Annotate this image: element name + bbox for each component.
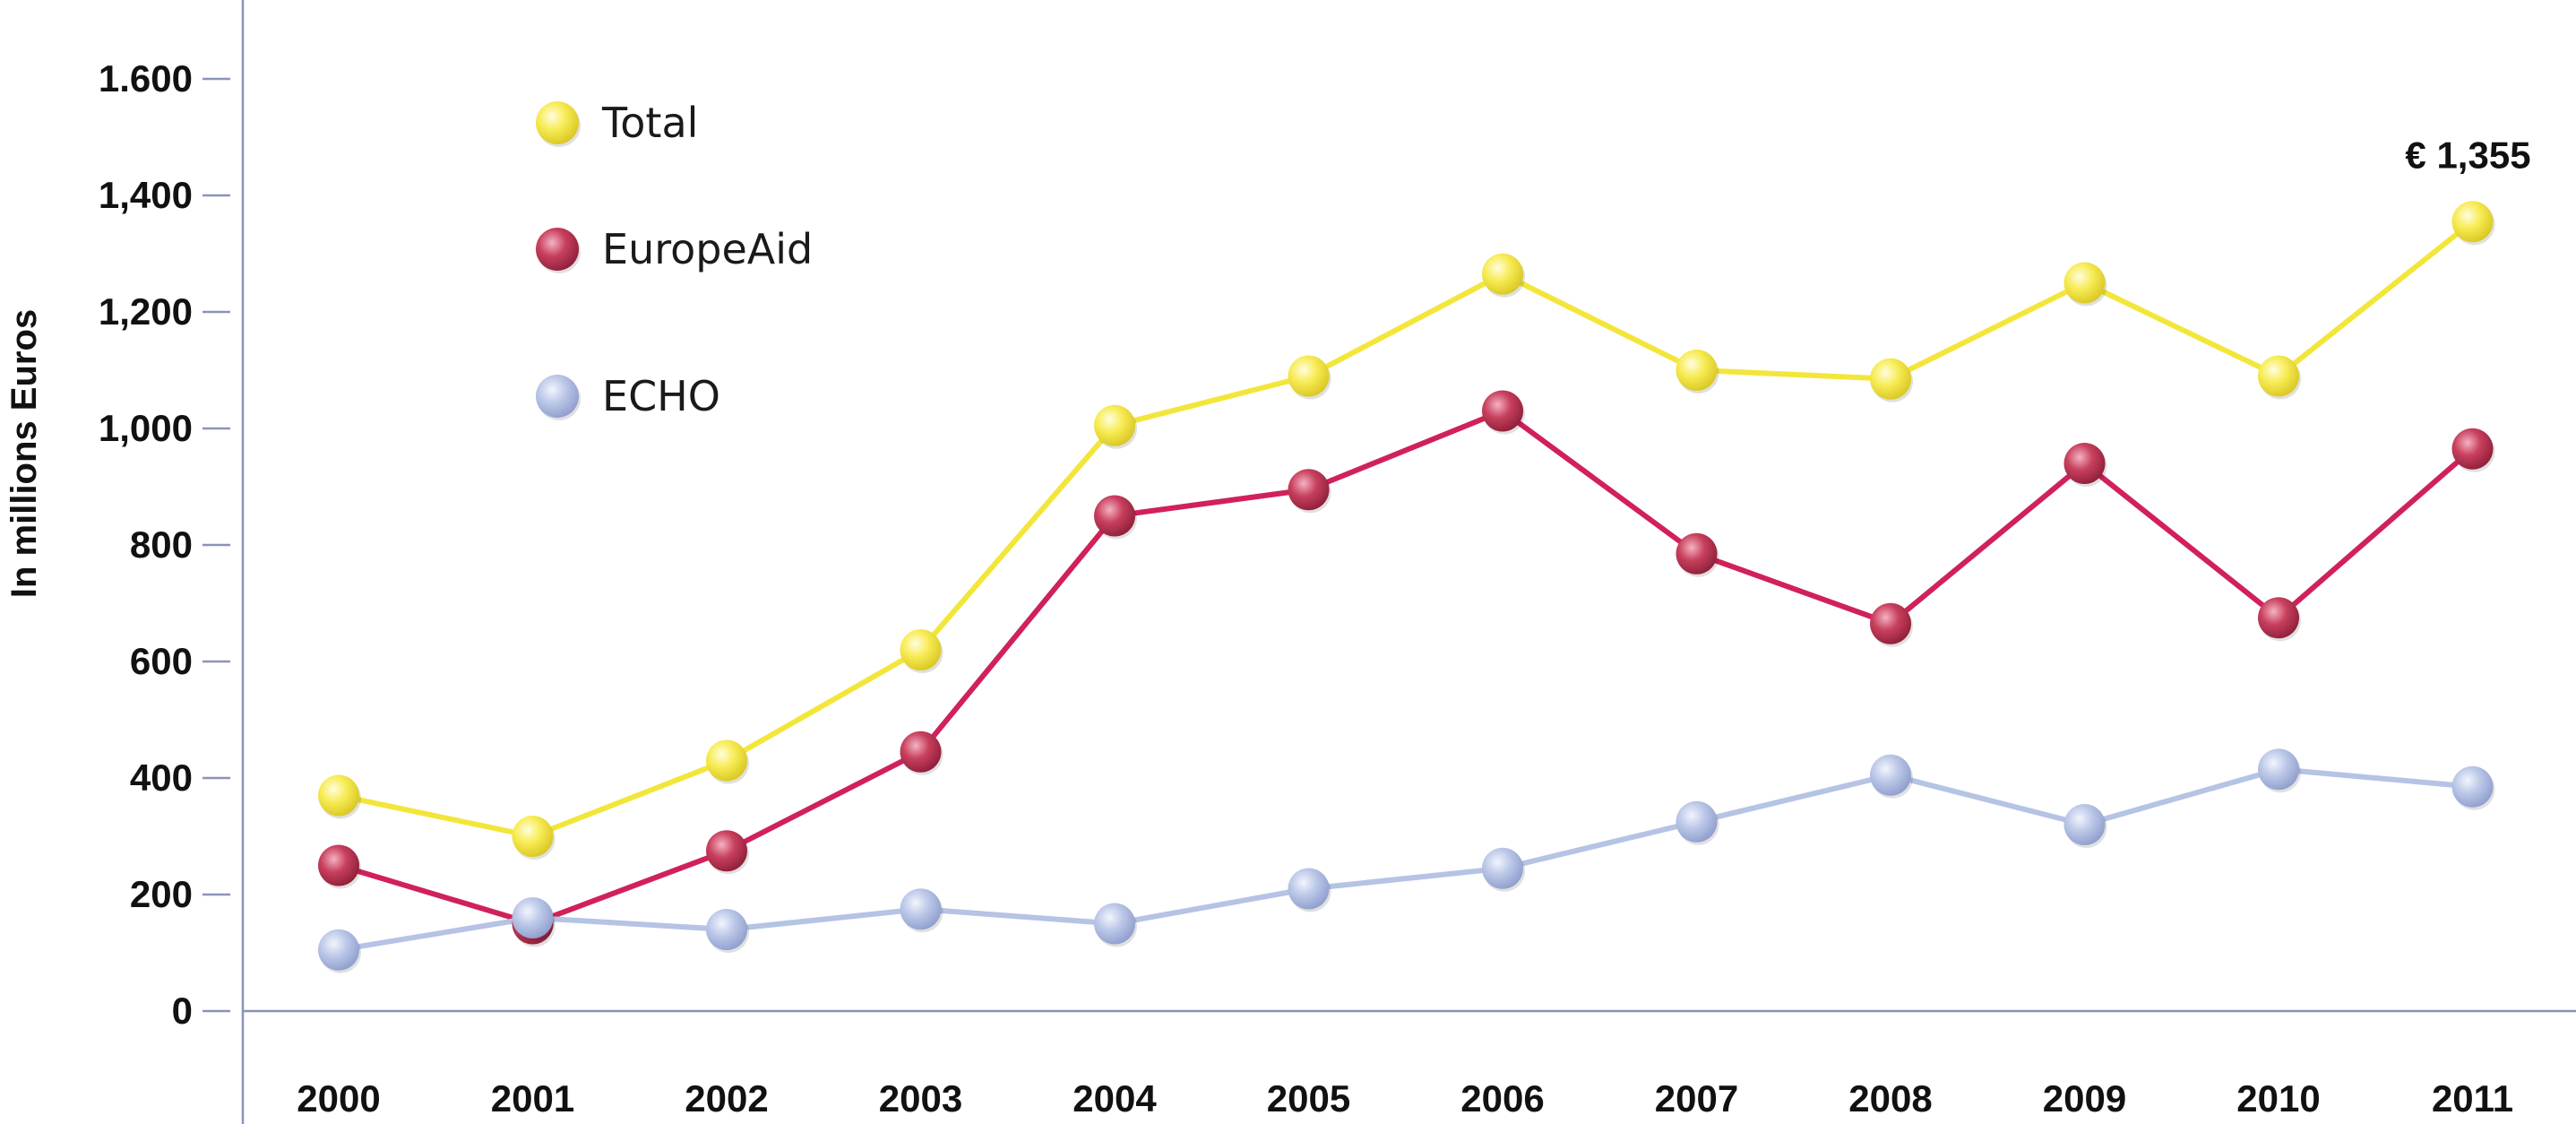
value-annotation: € 1,355 (2405, 134, 2530, 176)
x-tick-label: 2006 (1460, 1077, 1544, 1120)
x-tick-label: 2003 (879, 1077, 962, 1120)
total-data-point (1676, 350, 1718, 391)
echo-series-line (338, 766, 2473, 953)
y-tick-label: 600 (130, 640, 193, 682)
echo-data-point (1482, 847, 1523, 889)
echo-data-point (1094, 903, 1135, 945)
echo-data-point (1870, 754, 1911, 796)
echo-data-point (2063, 804, 2106, 845)
x-tick-label: 2000 (297, 1077, 380, 1120)
y-tick-label: 800 (130, 523, 193, 566)
europeaid-data-point (318, 844, 359, 886)
europeaid-data-point (900, 731, 942, 773)
echo-data-point (1676, 800, 1718, 843)
legend-label-total: Total (601, 99, 698, 147)
x-tick-label: 2008 (1848, 1077, 1932, 1120)
y-tick-label: 200 (130, 873, 193, 915)
legend-label-echo: ECHO (602, 372, 720, 420)
europeaid-data-point (1288, 469, 1330, 511)
total-data-point (1094, 404, 1135, 446)
y-axis-title: In millions Euros (4, 309, 44, 598)
total-data-point (1288, 355, 1330, 397)
echo-data-point (900, 888, 942, 930)
total-data-point (900, 629, 942, 670)
x-tick-label: 2005 (1267, 1077, 1350, 1120)
total-data-point (1870, 358, 1911, 400)
echo-data-point (706, 909, 747, 950)
y-tick-label: 1,400 (99, 174, 193, 216)
total-data-point (2258, 355, 2299, 397)
series-lines (338, 219, 2475, 953)
axes: In millions Euros (4, 0, 2576, 1124)
x-tick-label: 2010 (2236, 1077, 2320, 1120)
total-data-point (2451, 201, 2494, 243)
echo-data-point (318, 929, 359, 971)
annotations: € 1,355 (2405, 134, 2530, 176)
total-data-point (2063, 262, 2106, 304)
legend-label-europeaid: EuropeAid (602, 225, 813, 273)
europeaid-data-point (2451, 428, 2494, 470)
y-tick-label: 1,200 (99, 290, 193, 333)
echo-data-point (2258, 748, 2299, 791)
y-tick-label: 1,000 (99, 407, 193, 449)
x-tick-label: 2004 (1073, 1077, 1157, 1120)
legend-marker-total (536, 101, 579, 144)
europeaid-data-point (1482, 390, 1523, 432)
legend: Total EuropeAid ECHO (536, 99, 813, 420)
x-tick-label: 2009 (2043, 1077, 2126, 1120)
x-tick-label: 2002 (685, 1077, 768, 1120)
x-tick-label: 2011 (2432, 1077, 2513, 1120)
europeaid-data-point (706, 830, 747, 872)
total-data-point (512, 816, 554, 857)
europeaid-series-line (338, 408, 2475, 927)
x-tick-label: 2007 (1655, 1077, 1738, 1120)
total-data-point (318, 774, 359, 817)
series-points (318, 201, 2495, 973)
europeaid-data-point (2258, 597, 2299, 639)
europeaid-data-point (2063, 443, 2106, 484)
total-data-point (706, 739, 747, 782)
echo-data-point (1288, 868, 1330, 910)
legend-marker-echo (536, 375, 579, 418)
total-data-point (1482, 253, 1523, 295)
ticks: 0 200 400 600 800 1,000 1,200 1,400 1.600 2000 200… (99, 57, 2513, 1120)
echo-data-point (2451, 765, 2494, 808)
y-tick-label: 0 (172, 990, 193, 1032)
echo-data-point (512, 897, 554, 938)
total-series-line (338, 219, 2475, 839)
europeaid-data-point (1870, 602, 1911, 644)
europeaid-data-point (1676, 532, 1718, 575)
y-tick-label: 400 (130, 757, 193, 799)
legend-marker-europeaid (536, 228, 579, 271)
europeaid-data-point (1094, 495, 1135, 537)
x-tick-label: 2001 (491, 1077, 574, 1120)
y-tick-label: 1.600 (99, 57, 193, 99)
